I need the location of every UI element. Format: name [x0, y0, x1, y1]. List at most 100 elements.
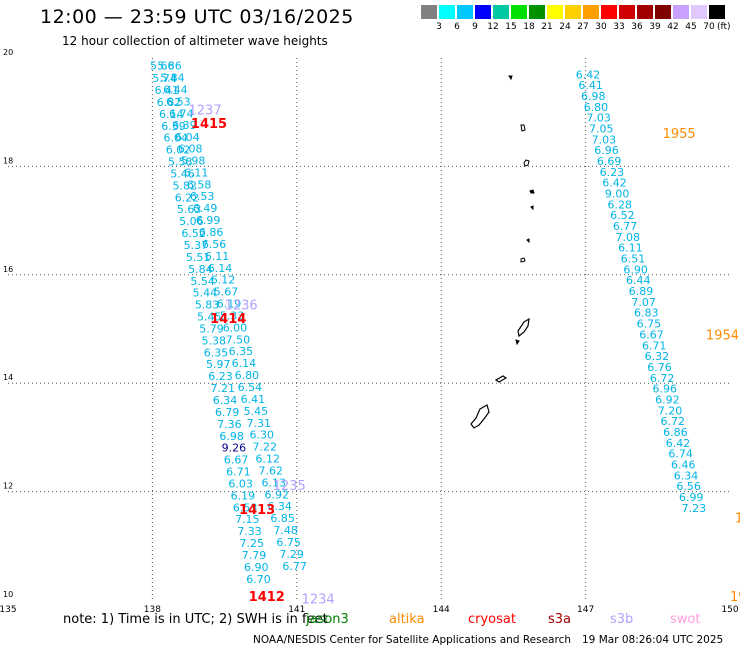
guguan-outline	[530, 205, 534, 211]
color-legend-label: 30	[595, 22, 607, 32]
color-legend-unit: (ft)	[717, 22, 731, 32]
credit-text: NOAA/NESDIS Center for Satellite Applica…	[253, 634, 571, 646]
wave-height-value: 6.35	[229, 345, 254, 358]
satellite-legend-item: altika	[389, 612, 425, 627]
wave-height-value: 5.46	[170, 167, 195, 180]
pass-time-label: 1415	[191, 117, 227, 132]
wave-height-value: 6.72	[650, 372, 675, 385]
pass-time-label: 1237	[189, 103, 222, 118]
wave-height-value: 6.54	[238, 381, 263, 394]
wave-height-value: 6.41	[241, 393, 266, 406]
pass-time-label: 1414	[210, 312, 246, 327]
wave-height-value: 5.79	[199, 322, 224, 335]
color-legend-label: 39	[649, 22, 661, 32]
wave-height-value: 6.99	[196, 214, 221, 227]
pass-time-label: 1234	[302, 592, 335, 607]
wave-height-value: 7.33	[237, 525, 262, 538]
lat-tick-label: 10	[3, 590, 13, 599]
wave-height-value: 6.14	[159, 108, 184, 121]
wave-height-value: 5.82	[172, 179, 197, 192]
lat-tick-label: 12	[3, 482, 13, 491]
wave-height-value: 6.44	[163, 83, 188, 96]
color-swatch	[493, 5, 510, 19]
wave-height-value: 7.79	[242, 549, 267, 562]
sarigan-outline	[526, 238, 530, 244]
rota-outline	[494, 375, 508, 383]
wave-height-value: 6.74	[668, 448, 693, 461]
wave-height-value: 6.92	[655, 393, 680, 406]
wave-height-value: 6.98	[581, 90, 606, 103]
wave-height-value: 6.96	[594, 144, 619, 157]
lat-tick-label: 14	[3, 373, 13, 382]
wave-height-value: 5.66	[150, 60, 175, 73]
wave-height-value: 6.83	[634, 307, 659, 320]
satellite-legend-item: swot	[670, 612, 701, 627]
lon-tick-label: 147	[577, 605, 594, 615]
wave-height-value: 7.48	[273, 524, 298, 537]
wave-height-value: 7.36	[217, 418, 242, 431]
wave-height-value: 6.89	[629, 285, 654, 298]
saipan-outline	[517, 317, 530, 338]
color-legend-label: 12	[487, 22, 499, 32]
wave-height-value: 6.56	[676, 480, 701, 493]
satellite-legend-item: jason3	[306, 612, 349, 627]
wave-height-value: 6.98	[219, 430, 244, 443]
color-swatch	[421, 5, 438, 19]
footer-note: note: 1) Time is in UTC; 2) SWH is in fe…	[63, 612, 328, 627]
wave-height-value: 7.05	[589, 122, 614, 135]
wave-height-value: 6.41	[578, 79, 603, 92]
wave-height-value: 6.53	[190, 190, 215, 203]
wave-height-value: 5.84	[188, 263, 213, 276]
wave-height-value: 6.41	[155, 84, 180, 97]
satellite-legend-item: s3b	[610, 612, 634, 627]
color-legend-label: 6	[454, 22, 460, 32]
wave-height-value: 6.56	[202, 238, 227, 251]
wave-height-value: 7.15	[235, 513, 259, 526]
color-legend-label: 21	[541, 22, 553, 32]
wave-height-value: 5.67	[214, 286, 239, 299]
lon-tick-label: 150	[721, 605, 738, 615]
wave-height-value: 6.52	[181, 227, 206, 240]
wave-height-value: 6.80	[584, 101, 609, 114]
wave-height-value: 7.29	[279, 548, 304, 561]
wave-height-value: 7.03	[586, 112, 611, 125]
wave-height-value: 6.58	[187, 178, 212, 191]
wave-height-value: 6.86	[663, 426, 688, 439]
wave-height-value: 6.04	[164, 132, 189, 145]
anatahan-outline	[520, 257, 526, 263]
wave-height-value: 6.11	[205, 250, 230, 263]
agrihan-outline	[520, 124, 526, 132]
color-legend-label: 27	[577, 22, 589, 32]
wave-height-value: 6.67	[639, 328, 664, 341]
color-legend-label: 45	[685, 22, 697, 32]
color-legend-label: 15	[505, 22, 517, 32]
wave-height-value: 6.23	[600, 166, 625, 179]
wave-height-value: 6.77	[282, 560, 307, 573]
pagan-outline	[523, 159, 530, 167]
wave-height-value: 6.42	[666, 437, 691, 450]
pass-time-label: 19	[730, 590, 740, 605]
wave-height-value: 7.31	[247, 417, 272, 430]
wave-height-value: 6.96	[653, 383, 678, 396]
wave-height-value: 6.49	[193, 202, 218, 215]
wave-height-value: 6.77	[613, 220, 638, 233]
wave-height-value: 6.53	[233, 501, 257, 514]
wave-height-value: 6.79	[215, 406, 240, 419]
wave-height-value: 6.71	[226, 466, 251, 479]
wave-height-value: 7.07	[631, 296, 656, 309]
color-swatch	[511, 5, 528, 19]
color-swatch	[529, 5, 546, 19]
wave-height-value: 7.25	[240, 537, 265, 550]
tinian-outline	[515, 339, 520, 346]
pass-time-label: 1413	[239, 503, 275, 518]
wave-height-value: 7.08	[615, 231, 640, 244]
wave-height-value: 6.82	[157, 96, 182, 109]
color-legend-label: 42	[667, 22, 679, 32]
wave-height-value: 5.83	[195, 299, 220, 312]
page-title: 12:00 — 23:59 UTC 03/16/2025	[40, 6, 354, 28]
wave-height-value: 6.46	[671, 459, 696, 472]
color-swatch	[583, 5, 600, 19]
wave-height-value: 5.63	[177, 203, 202, 216]
alamagan-outline	[529, 189, 535, 194]
